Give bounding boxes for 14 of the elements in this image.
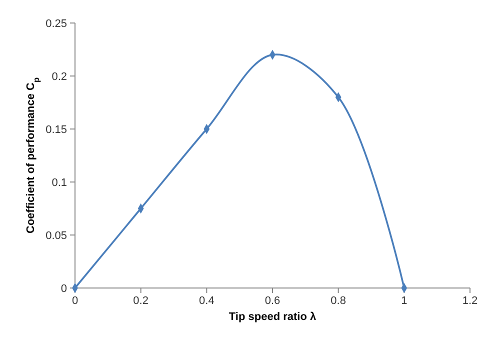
x-tick-label: 0.2: [133, 295, 148, 307]
y-tick-label: 0.15: [46, 124, 67, 136]
x-tick-label: 1.2: [462, 295, 478, 307]
x-tick-label: 1: [401, 295, 408, 307]
x-tick-label: 0: [72, 295, 78, 307]
x-tick-label: 0.6: [264, 295, 280, 307]
x-tick-label: 0.8: [330, 295, 346, 307]
y-tick-label: 0.2: [52, 70, 67, 83]
y-tick-label: 0.25: [46, 18, 67, 30]
x-axis-title: Tip speed ratio λ: [228, 311, 316, 323]
x-tick-label: 0.4: [199, 295, 214, 307]
y-tick-label: 0: [60, 282, 67, 295]
y-tick-label: 0.05: [46, 230, 67, 242]
y-tick-label: 0.1: [52, 176, 67, 189]
